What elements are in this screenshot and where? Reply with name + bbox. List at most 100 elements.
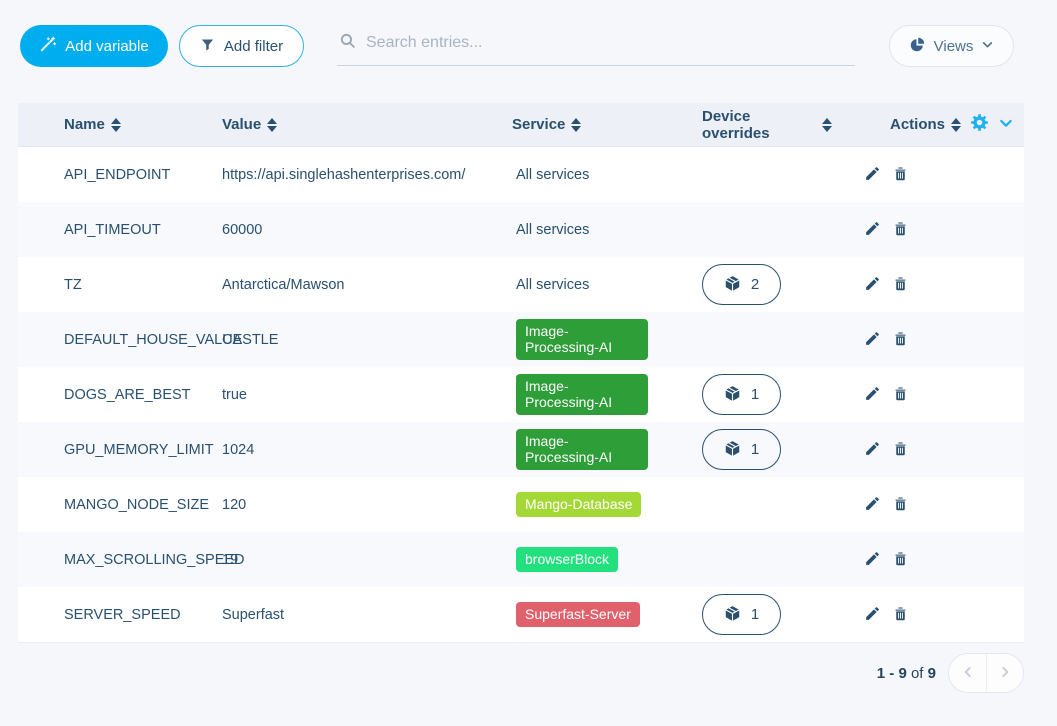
variable-name: MANGO_NODE_SIZE — [64, 496, 210, 513]
search-icon — [339, 32, 356, 54]
device-overrides-pill[interactable]: 1 — [702, 374, 781, 415]
sort-icon — [571, 117, 582, 132]
delete-button[interactable] — [890, 603, 911, 627]
pagination-total: 9 — [927, 664, 936, 682]
sort-icon — [110, 117, 121, 132]
edit-button[interactable] — [862, 603, 883, 627]
variables-table: Name Value Service — [18, 103, 1024, 643]
delete-button[interactable] — [890, 383, 911, 407]
device-overrides-count: 1 — [750, 386, 760, 403]
variable-value: Antarctica/Mawson — [222, 276, 345, 293]
table-row: MANGO_NODE_SIZE 120 Mango-Database — [18, 477, 1024, 532]
previous-page-button[interactable] — [949, 654, 986, 692]
edit-button[interactable] — [862, 218, 883, 242]
service-badge: Mango-Database — [516, 491, 642, 518]
variable-name: SERVER_SPEED — [64, 606, 181, 623]
delete-button[interactable] — [890, 438, 911, 462]
views-button[interactable]: Views — [889, 25, 1014, 67]
delete-button[interactable] — [890, 163, 911, 187]
device-overrides-pill[interactable]: 2 — [702, 264, 781, 305]
sort-icon — [267, 117, 278, 132]
add-variable-label: Add variable — [65, 37, 149, 55]
trash-icon — [892, 605, 909, 625]
table-row: MAX_SCROLLING_SPEED 19 browserBlock — [18, 532, 1024, 587]
pagination-range: 1 - 9 — [876, 664, 907, 682]
chevron-down-icon — [981, 38, 994, 55]
table-row: SERVER_SPEED Superfast Superfast-Server … — [18, 587, 1024, 642]
toolbar: Add variable Add filter Views — [0, 0, 1057, 67]
delete-button[interactable] — [890, 218, 911, 242]
next-page-button[interactable] — [986, 654, 1023, 692]
variable-value: 19 — [222, 551, 239, 568]
column-settings-gear-icon[interactable] — [970, 113, 989, 136]
variable-name: GPU_MEMORY_LIMIT — [64, 441, 214, 458]
edit-button[interactable] — [862, 163, 883, 187]
trash-icon — [892, 165, 909, 185]
add-filter-button[interactable]: Add filter — [179, 25, 304, 67]
edit-button[interactable] — [862, 438, 883, 462]
delete-button[interactable] — [890, 493, 911, 517]
chevron-right-icon — [998, 665, 1012, 682]
variable-name: API_TIMEOUT — [64, 221, 161, 238]
column-header-actions[interactable]: Actions — [890, 116, 961, 133]
table-header-row: Name Value Service — [18, 103, 1024, 147]
table-body: API_ENDPOINT https://api.singlehashenter… — [18, 147, 1024, 642]
edit-button[interactable] — [862, 383, 883, 407]
pagination-summary: 1 - 9 of 9 — [877, 665, 936, 682]
trash-icon — [892, 330, 909, 350]
chevron-left-icon — [961, 665, 975, 682]
magic-wand-icon — [39, 35, 57, 57]
table-row: DOGS_ARE_BEST true Image-Processing-AI 1 — [18, 367, 1024, 422]
pencil-icon — [864, 165, 881, 185]
variable-value: 120 — [222, 496, 247, 513]
pencil-icon — [864, 385, 881, 405]
trash-icon — [892, 550, 909, 570]
collapse-columns-chevron-icon[interactable] — [998, 115, 1014, 135]
search-input[interactable] — [366, 33, 853, 52]
column-header-device-overrides[interactable]: Device overrides — [702, 108, 832, 142]
variable-name: MAX_SCROLLING_SPEED — [64, 551, 245, 568]
pencil-icon — [864, 440, 881, 460]
device-overrides-count: 2 — [750, 276, 760, 293]
variable-name: TZ — [64, 276, 82, 293]
funnel-icon — [200, 37, 215, 56]
table-row: API_ENDPOINT https://api.singlehashenter… — [18, 147, 1024, 202]
variable-value: CASTLE — [222, 331, 279, 348]
column-header-service[interactable]: Service — [512, 116, 582, 133]
add-filter-label: Add filter — [223, 37, 284, 55]
device-overrides-count: 1 — [750, 606, 760, 623]
views-label: Views — [933, 37, 974, 55]
column-header-name[interactable]: Name — [64, 116, 121, 133]
device-overrides-pill[interactable]: 1 — [702, 594, 781, 635]
trash-icon — [892, 275, 909, 295]
trash-icon — [892, 385, 909, 405]
pencil-icon — [864, 550, 881, 570]
edit-button[interactable] — [862, 273, 883, 297]
sort-icon — [951, 117, 961, 132]
service-badge: Image-Processing-AI — [516, 318, 648, 361]
table-row: DEFAULT_HOUSE_VALUE CASTLE Image-Process… — [18, 312, 1024, 367]
service-badge: Image-Processing-AI — [516, 373, 648, 416]
add-variable-button[interactable]: Add variable — [20, 25, 168, 67]
edit-button[interactable] — [862, 328, 883, 352]
delete-button[interactable] — [890, 273, 911, 297]
device-overrides-pill[interactable]: 1 — [702, 429, 781, 470]
delete-button[interactable] — [890, 328, 911, 352]
device-overrides-count: 1 — [750, 441, 760, 458]
delete-button[interactable] — [890, 548, 911, 572]
service-label: All services — [516, 166, 590, 183]
variable-value: 1024 — [222, 441, 255, 458]
box-icon — [724, 385, 741, 405]
trash-icon — [892, 440, 909, 460]
service-label: All services — [516, 221, 590, 238]
box-icon — [724, 605, 741, 625]
service-badge: Superfast-Server — [516, 601, 640, 628]
service-label: All services — [516, 276, 590, 293]
variable-value: https://api.singlehashenterprises.com/ — [222, 166, 466, 183]
edit-button[interactable] — [862, 493, 883, 517]
edit-button[interactable] — [862, 548, 883, 572]
pencil-icon — [864, 605, 881, 625]
pencil-icon — [864, 275, 881, 295]
column-header-value[interactable]: Value — [222, 116, 278, 133]
variable-value: true — [222, 386, 247, 403]
